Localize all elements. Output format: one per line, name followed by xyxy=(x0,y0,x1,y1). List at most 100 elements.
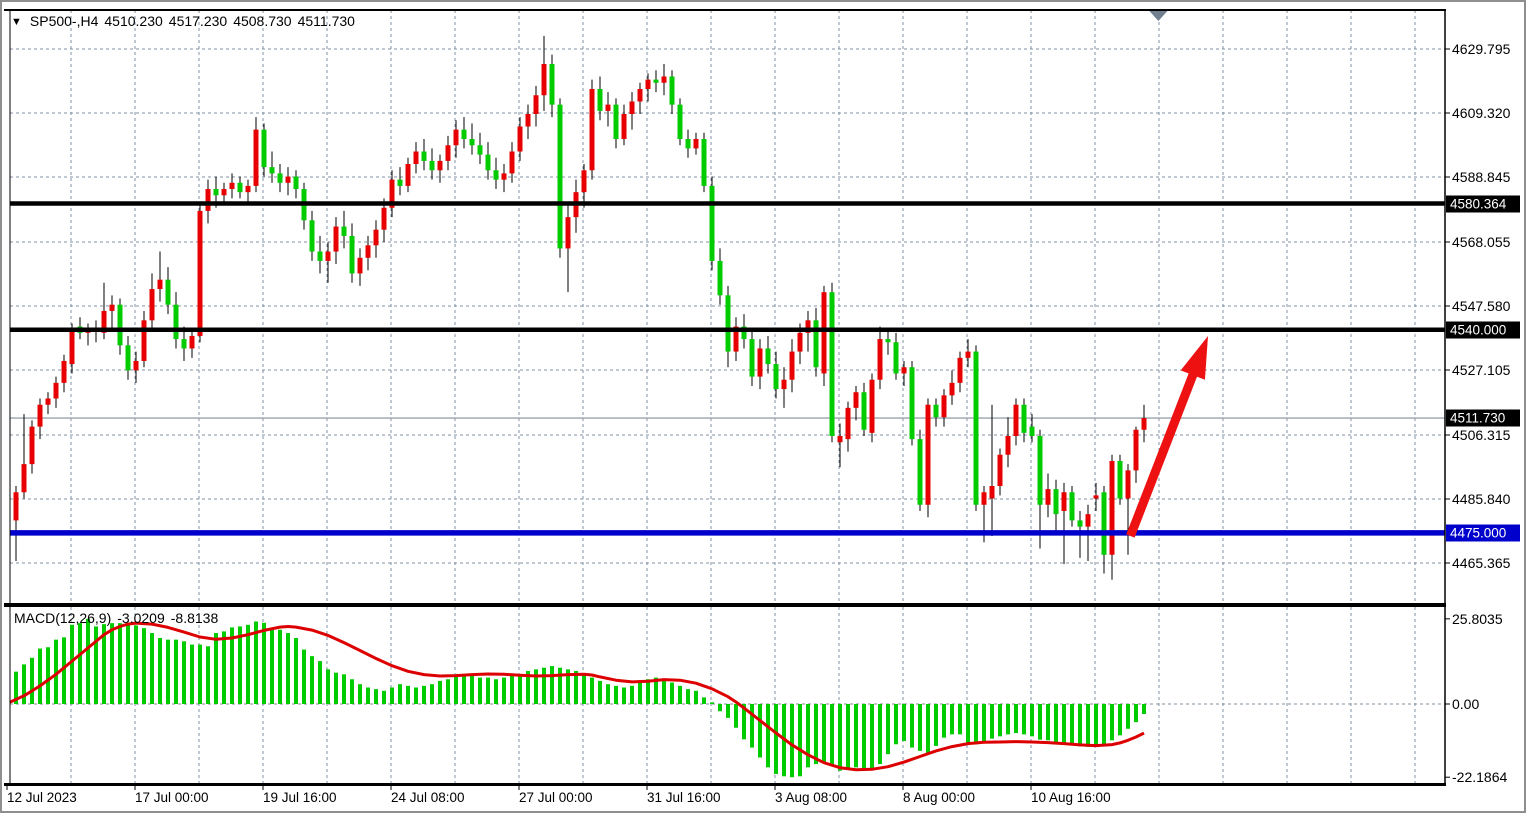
macd-bar xyxy=(198,644,202,704)
macd-bar xyxy=(646,679,650,704)
candle xyxy=(373,229,379,246)
macd-bar xyxy=(982,704,986,741)
macd-bar xyxy=(678,685,682,704)
candle xyxy=(469,139,475,146)
macd-bar xyxy=(334,672,338,704)
candle xyxy=(685,139,691,149)
price-axis-tick: 4527.105 xyxy=(1452,362,1511,378)
macd-bar xyxy=(310,656,314,704)
macd-bar xyxy=(990,704,994,739)
candle xyxy=(165,279,171,305)
candle xyxy=(437,160,443,171)
candle xyxy=(21,464,27,493)
candle xyxy=(533,95,539,115)
macd-bar xyxy=(406,685,410,704)
macd-bar xyxy=(550,666,554,704)
candle xyxy=(149,289,155,321)
macd-bar xyxy=(830,704,834,766)
candle xyxy=(229,182,235,190)
macd-bar xyxy=(510,675,514,704)
chart-title: ▼ SP500-,H4 4510.230 4517.230 4508.730 4511.7… xyxy=(11,13,361,29)
candle xyxy=(869,379,875,433)
macd-bar xyxy=(526,671,530,704)
candle xyxy=(541,63,547,96)
macd-bar xyxy=(14,671,18,704)
macd-bar xyxy=(182,641,186,704)
macd-bar xyxy=(206,646,210,704)
ohlc-low: 4508.730 xyxy=(233,13,292,29)
candle xyxy=(397,179,403,186)
time-axis-label: 12 Jul 2023 xyxy=(7,790,77,805)
macd-bar xyxy=(478,677,482,704)
candle xyxy=(549,63,555,105)
candle xyxy=(293,176,299,190)
candle xyxy=(797,332,803,352)
candle xyxy=(61,360,67,383)
macd-bar xyxy=(670,682,674,704)
macd-bar xyxy=(1134,704,1138,723)
candle xyxy=(109,304,115,311)
macd-bar xyxy=(582,674,586,704)
macd-bar xyxy=(758,704,762,758)
candle xyxy=(525,114,531,127)
candle xyxy=(1069,492,1075,521)
price-axis-tick: 4568.055 xyxy=(1452,233,1511,250)
candle xyxy=(213,189,219,196)
candle xyxy=(221,189,227,196)
macd-bar xyxy=(102,624,106,704)
macd-bar xyxy=(886,704,890,755)
macd-bar xyxy=(902,704,906,741)
candle xyxy=(661,76,667,83)
macd-bar xyxy=(846,704,850,770)
candle xyxy=(125,345,131,371)
candle xyxy=(485,154,491,171)
candle xyxy=(981,492,987,505)
candle xyxy=(781,379,787,390)
up-trend-arrow[interactable] xyxy=(1126,335,1208,538)
macd-bar xyxy=(22,664,26,704)
macd-bar xyxy=(6,680,10,704)
candle xyxy=(581,170,587,193)
candle xyxy=(253,129,259,186)
macd-bar xyxy=(1102,704,1106,747)
candle xyxy=(1093,495,1099,499)
macd-bar xyxy=(78,623,82,704)
candle xyxy=(29,426,35,465)
candle xyxy=(317,251,323,261)
candle xyxy=(365,245,371,258)
candle xyxy=(1077,520,1083,527)
candle xyxy=(277,173,283,183)
candle xyxy=(885,339,891,343)
macd-bar xyxy=(598,680,602,704)
macd-axis-tick: 0.00 xyxy=(1452,696,1480,712)
candle xyxy=(1101,492,1107,555)
candle xyxy=(733,326,739,352)
macd-bar xyxy=(62,637,66,704)
macd-bar xyxy=(158,638,162,704)
price-axis-tick: 4547.580 xyxy=(1452,298,1511,314)
candle xyxy=(1037,435,1043,505)
macd-bar xyxy=(222,631,226,704)
macd-bar xyxy=(814,704,818,765)
candle xyxy=(181,339,187,349)
level-price-box: 4475.000 xyxy=(1446,524,1520,542)
candle xyxy=(997,454,1003,486)
macd-bar xyxy=(414,687,418,704)
candle xyxy=(13,492,19,521)
symbol-dropdown-icon[interactable]: ▼ xyxy=(11,16,22,28)
time-axis-label: 17 Jul 00:00 xyxy=(135,790,209,805)
candle xyxy=(693,139,699,149)
candle xyxy=(381,207,387,230)
candle xyxy=(637,88,643,102)
candle xyxy=(389,179,395,208)
candle xyxy=(1045,489,1051,505)
candle xyxy=(789,351,795,380)
candle xyxy=(805,320,811,333)
macd-bar xyxy=(294,638,298,704)
macd-bar xyxy=(838,704,842,771)
shift-marker-icon xyxy=(1149,11,1168,21)
macd-bar xyxy=(630,685,634,704)
candle xyxy=(405,164,411,186)
candle xyxy=(1133,429,1139,471)
